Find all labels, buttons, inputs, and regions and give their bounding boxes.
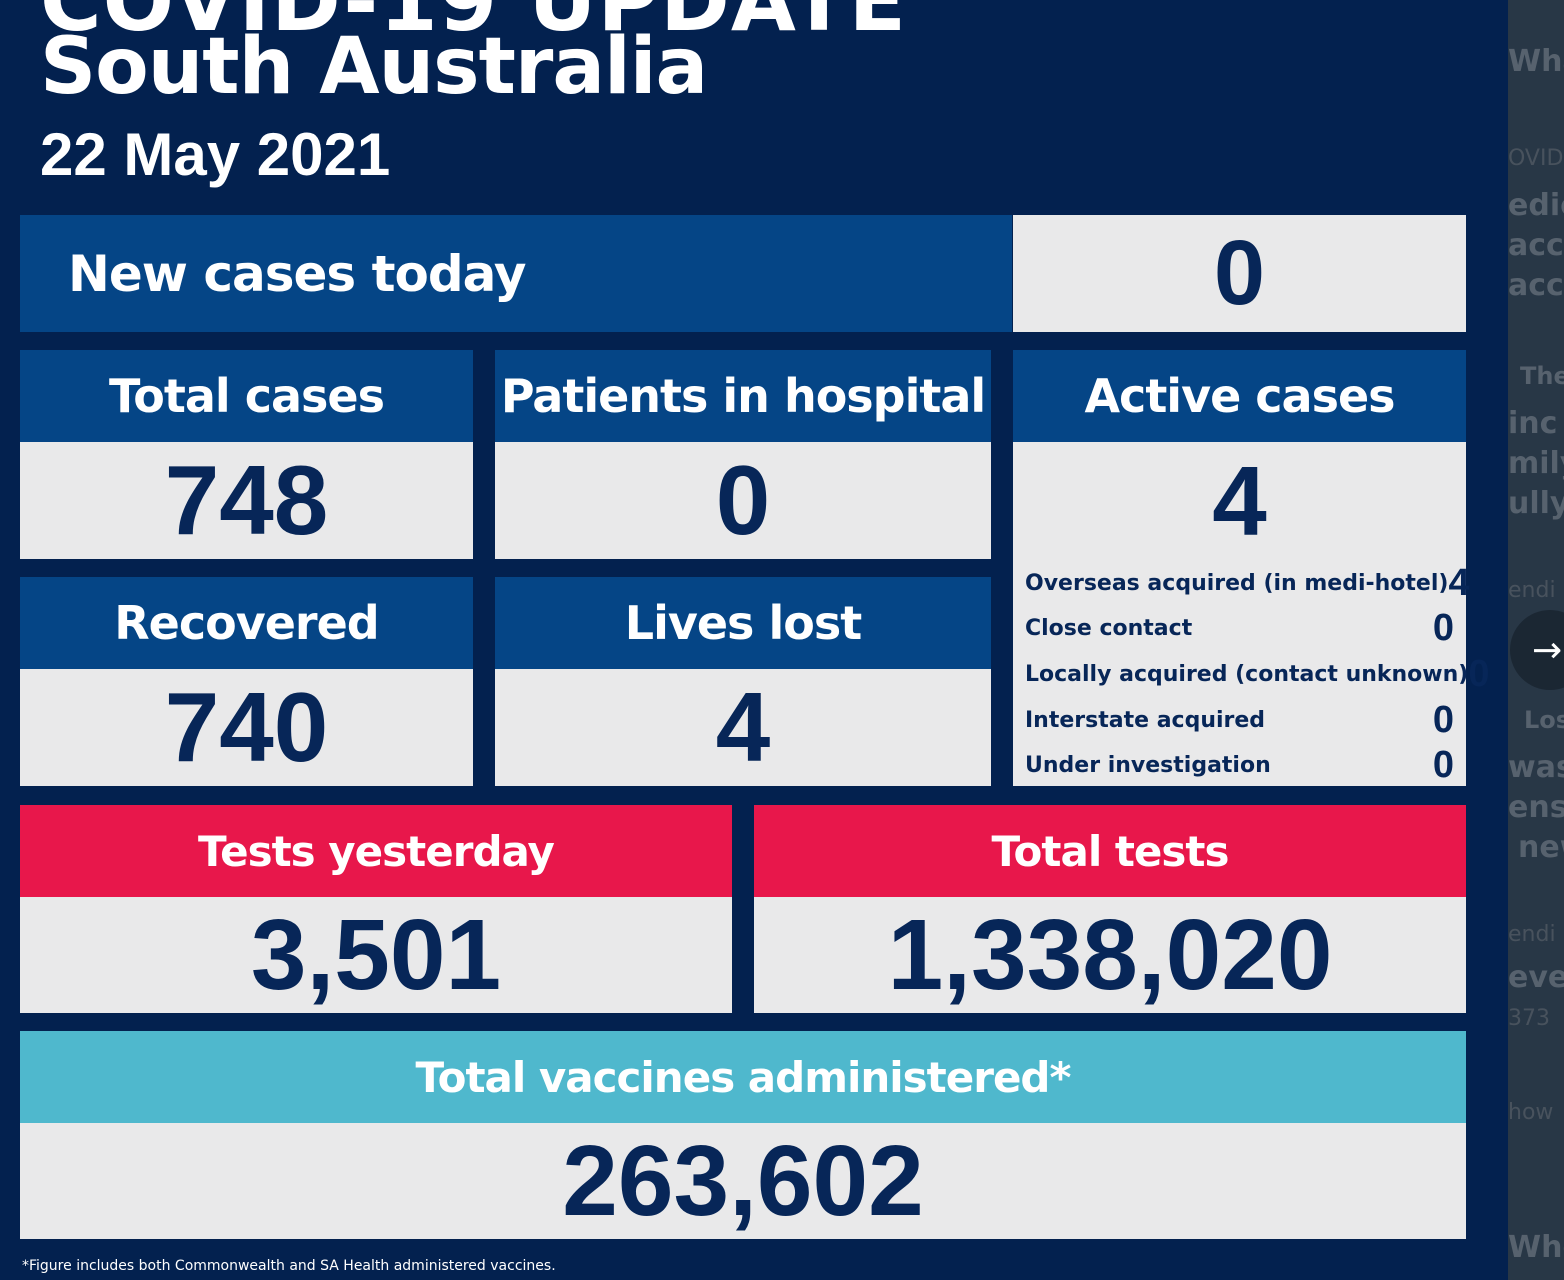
breakdown-row: Under investigation 0 (1025, 742, 1454, 788)
side-text-fragment: how (1508, 1100, 1554, 1125)
side-text-fragment: The (1520, 362, 1564, 390)
breakdown-row: Close contact 0 (1025, 605, 1454, 651)
side-text-fragment: 373 (1508, 1006, 1550, 1031)
side-text-fragment: ever (1508, 960, 1564, 995)
tests-yesterday-label: Tests yesterday (20, 805, 732, 897)
active-cases-breakdown: Overseas acquired (in medi-hotel) 4 Clos… (1013, 560, 1489, 788)
side-text-fragment: edic (1508, 188, 1564, 223)
side-text-fragment: acci (1508, 268, 1564, 303)
side-text-fragment: Whe (1508, 1230, 1564, 1265)
breakdown-value: 0 (1468, 652, 1490, 695)
region-title: South Australia (40, 22, 708, 112)
vaccines-label: Total vaccines administered* (20, 1031, 1466, 1123)
breakdown-row: Overseas acquired (in medi-hotel) 4 (1025, 560, 1470, 606)
side-text-fragment: endi (1508, 922, 1556, 947)
side-text-fragment: inc (1508, 406, 1558, 441)
breakdown-row: Interstate acquired 0 (1025, 697, 1454, 743)
total-cases-label: Total cases (20, 350, 473, 442)
tests-yesterday-value: 3,501 (20, 897, 732, 1013)
side-text-fragment: OVID (1508, 146, 1564, 171)
breakdown-label: Overseas acquired (in medi-hotel) (1025, 570, 1449, 596)
total-tests-label: Total tests (754, 805, 1466, 897)
breakdown-label: Interstate acquired (1025, 707, 1266, 733)
breakdown-value: 4 (1448, 561, 1470, 604)
side-text-fragment: mily (1508, 446, 1564, 481)
breakdown-value: 0 (1432, 743, 1454, 786)
breakdown-value: 0 (1432, 606, 1454, 649)
update-date: 22 May 2021 (40, 121, 391, 188)
total-tests-value: 1,338,020 (754, 897, 1466, 1013)
breakdown-label: Close contact (1025, 615, 1193, 641)
side-text-fragment: Wha (1508, 44, 1564, 79)
new-cases-label: New cases today (20, 215, 1012, 332)
hospital-label: Patients in hospital (495, 350, 991, 442)
side-text-fragment: ully (1508, 486, 1564, 521)
side-text-fragment: new (1518, 830, 1564, 865)
breakdown-label: Under investigation (1025, 752, 1271, 778)
infographic-title: COVID-19 UPDATE (40, 0, 908, 50)
lives-lost-label: Lives lost (495, 577, 991, 669)
side-text-fragment: ens (1508, 790, 1564, 825)
vaccines-footnote: *Figure includes both Commonwealth and S… (22, 1258, 556, 1274)
breakdown-value: 0 (1432, 698, 1454, 741)
recovered-value: 740 (20, 669, 473, 786)
active-cases-label: Active cases (1013, 350, 1466, 442)
side-text-fragment: Los (1524, 706, 1564, 734)
total-cases-value: 748 (20, 442, 473, 559)
recovered-label: Recovered (20, 577, 473, 669)
hospital-value: 0 (495, 442, 991, 559)
side-text-fragment: acci (1508, 228, 1564, 263)
new-cases-value: 0 (1013, 215, 1466, 332)
side-text-fragment: endi (1508, 578, 1556, 603)
vaccines-value: 263,602 (20, 1123, 1466, 1239)
lives-lost-value: 4 (495, 669, 991, 786)
active-cases-value: 4 (1013, 442, 1466, 560)
breakdown-label: Locally acquired (contact unknown) (1025, 661, 1469, 687)
side-text-fragment: was (1508, 750, 1564, 785)
breakdown-row: Locally acquired (contact unknown) 0 (1025, 651, 1489, 697)
